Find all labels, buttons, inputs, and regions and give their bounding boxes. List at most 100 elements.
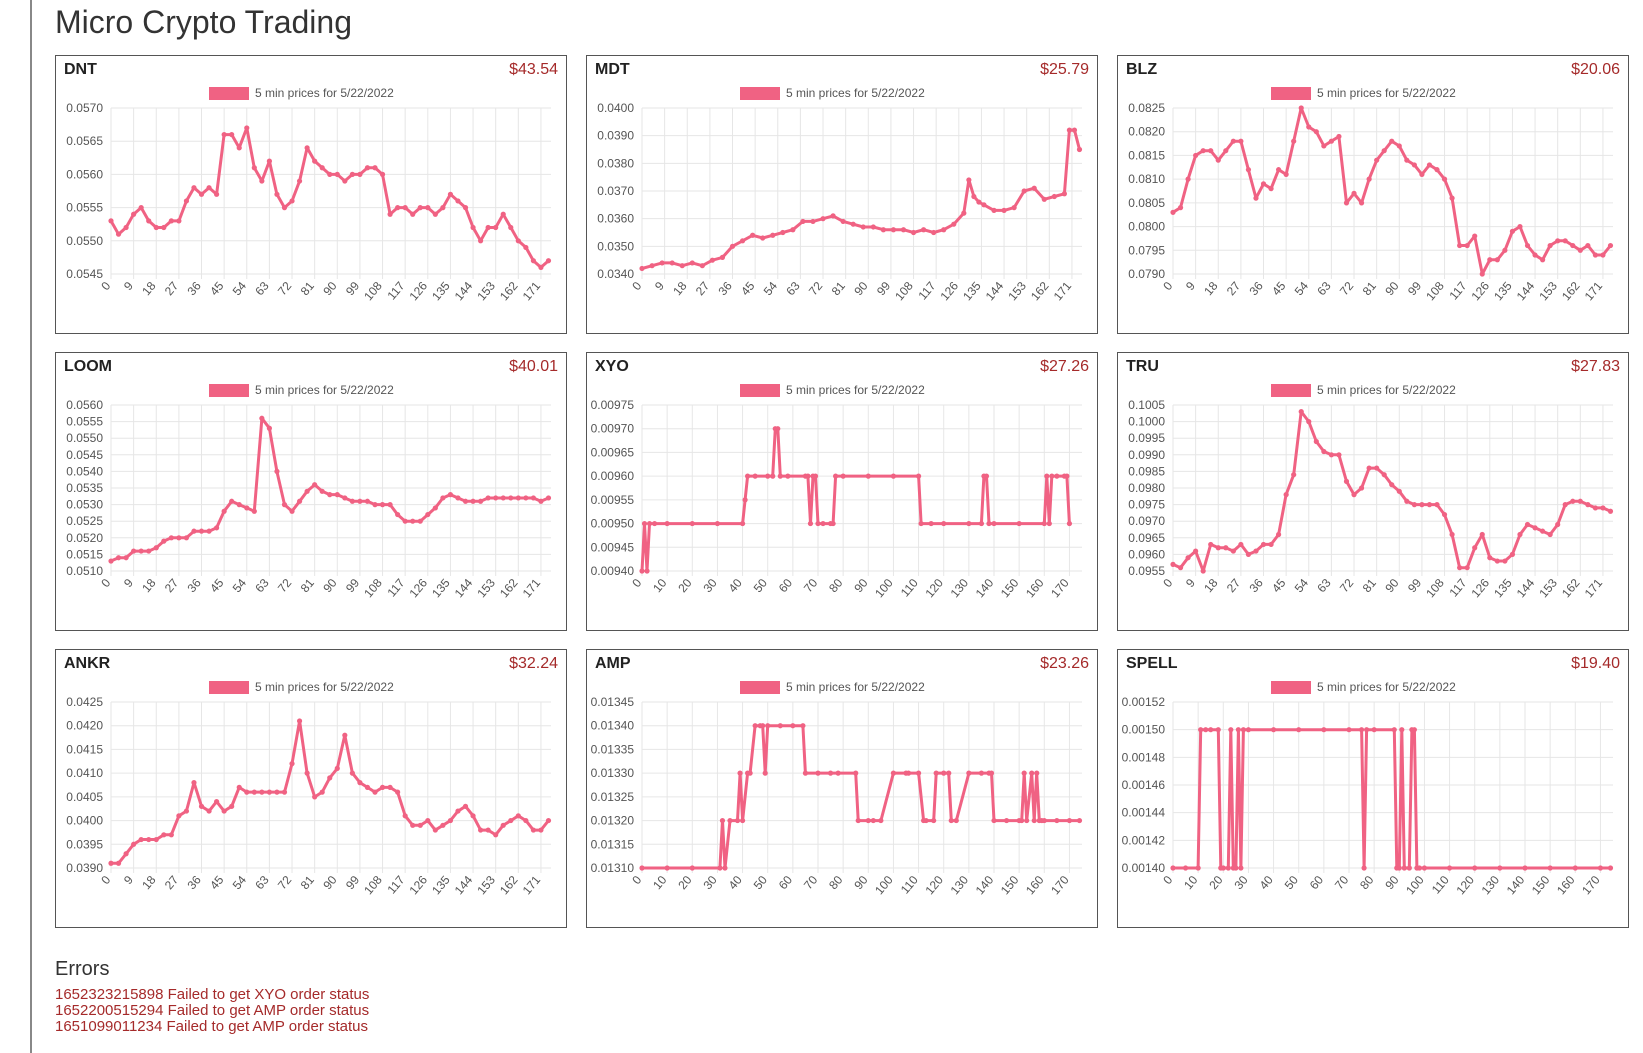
data-point: [515, 238, 521, 244]
data-point: [485, 827, 491, 833]
data-point: [1509, 551, 1516, 557]
card-price: $20.06: [1571, 61, 1620, 78]
x-tick-label: 144: [452, 576, 476, 601]
x-tick-label: 63: [1314, 279, 1334, 298]
x-tick-label: 100: [872, 873, 896, 898]
x-tick-label: 110: [898, 873, 921, 897]
data-point: [274, 191, 280, 197]
data-point: [1472, 865, 1478, 871]
data-point: [777, 723, 783, 729]
data-point: [244, 125, 250, 131]
data-point: [737, 770, 743, 776]
data-point: [244, 789, 250, 795]
data-point: [1358, 485, 1365, 491]
data-point: [1411, 162, 1417, 168]
legend-label: 5 min prices for 5/22/2022: [786, 86, 925, 100]
data-point: [470, 224, 476, 231]
price-chart-amp[interactable]: 5 min prices for 5/22/2022 0.01345 0.01340…: [587, 650, 1097, 927]
series-line: [110, 416, 550, 563]
x-tick-label: 170: [1048, 873, 1072, 898]
x-tick-label: 0: [629, 279, 644, 293]
data-point: [1182, 865, 1189, 871]
data-point: [1041, 520, 1047, 527]
x-tick-label: 130: [948, 873, 972, 898]
x-tick-label: 36: [185, 873, 205, 892]
data-point: [372, 165, 378, 171]
y-tick-label: 0.1000: [1128, 415, 1165, 429]
y-tick-label: 0.0790: [1128, 267, 1165, 281]
price-chart-spell[interactable]: 5 min prices for 5/22/2022 0.00152 0.00150…: [1118, 650, 1628, 927]
data-point: [176, 218, 182, 224]
series-line: [109, 126, 550, 269]
data-point: [641, 520, 648, 527]
card-price: $43.54: [509, 61, 558, 78]
data-point: [372, 789, 378, 795]
data-point: [1021, 188, 1027, 194]
data-point: [364, 784, 371, 790]
data-point: [123, 851, 129, 857]
x-tick-label: 80: [826, 873, 846, 892]
x-tick-label: 117: [384, 279, 407, 303]
x-tick-label: 171: [1582, 279, 1606, 304]
x-tick-label: 150: [1529, 873, 1553, 898]
data-point: [191, 780, 197, 786]
x-tick-label: 18: [139, 576, 159, 595]
price-chart-xyo[interactable]: 5 min prices for 5/22/2022 0.00975 0.00970…: [587, 353, 1097, 630]
x-tick-label: 126: [406, 279, 430, 304]
x-tick-label: 60: [776, 576, 796, 595]
data-point: [1592, 252, 1598, 258]
price-chart-mdt[interactable]: 5 min prices for 5/22/2022 0.0400 0.0390 0.…: [587, 56, 1097, 333]
data-point: [523, 817, 529, 824]
x-tick-label: 120: [922, 873, 946, 898]
data-point: [1253, 195, 1259, 201]
data-point: [1487, 257, 1493, 263]
x-tick-label: 140: [1504, 873, 1528, 898]
price-chart-blz[interactable]: 5 min prices for 5/22/2022 0.0825 0.0820 0.…: [1118, 56, 1628, 333]
data-point: [395, 511, 401, 518]
data-point: [334, 171, 340, 177]
data-point: [221, 808, 227, 814]
data-point: [951, 221, 957, 227]
y-tick-label: 0.01325: [591, 790, 635, 804]
data-point: [1230, 138, 1236, 144]
data-point: [1328, 138, 1334, 144]
data-point: [1434, 502, 1440, 508]
data-point: [1457, 242, 1463, 249]
data-point: [1577, 498, 1583, 504]
data-point: [780, 229, 786, 236]
x-tick-label: 126: [937, 279, 961, 304]
data-point: [1016, 520, 1022, 527]
data-point: [115, 860, 122, 866]
x-tick-label: 99: [343, 576, 363, 595]
data-point: [251, 165, 257, 171]
x-tick-label: 135: [429, 576, 453, 601]
y-tick-label: 0.0525: [66, 514, 103, 528]
price-chart-tru[interactable]: 5 min prices for 5/22/2022 0.1005 0.1000 0.…: [1118, 353, 1628, 630]
price-chart-ankr[interactable]: 5 min prices for 5/22/2022 0.0425 0.0420 0.…: [56, 650, 566, 927]
data-point: [1421, 865, 1428, 871]
data-point: [357, 780, 363, 786]
data-point: [1404, 157, 1410, 163]
data-point: [545, 258, 552, 264]
data-point: [131, 841, 137, 847]
data-point: [138, 548, 144, 554]
x-tick-label: 171: [1051, 279, 1075, 304]
price-chart-dnt[interactable]: 5 min prices for 5/22/2022 0.0570 0.0565 0.…: [56, 56, 566, 333]
data-point: [168, 832, 174, 838]
data-point: [357, 498, 363, 504]
data-point: [342, 495, 348, 501]
x-tick-label: 117: [1446, 279, 1469, 303]
data-point: [948, 817, 954, 824]
price-chart-loom[interactable]: 5 min prices for 5/22/2022 0.0560 0.0555 0.…: [56, 353, 566, 630]
data-point: [1177, 565, 1184, 571]
series-line: [1172, 106, 1612, 276]
data-point: [923, 817, 929, 824]
data-point: [447, 492, 454, 498]
data-point: [790, 723, 796, 729]
x-tick-label: 54: [230, 873, 250, 892]
data-point: [918, 520, 924, 527]
data-point: [1306, 124, 1312, 130]
x-tick-label: 10: [650, 576, 670, 595]
x-tick-label: 171: [1582, 576, 1606, 601]
y-tick-label: 0.00955: [591, 493, 635, 507]
